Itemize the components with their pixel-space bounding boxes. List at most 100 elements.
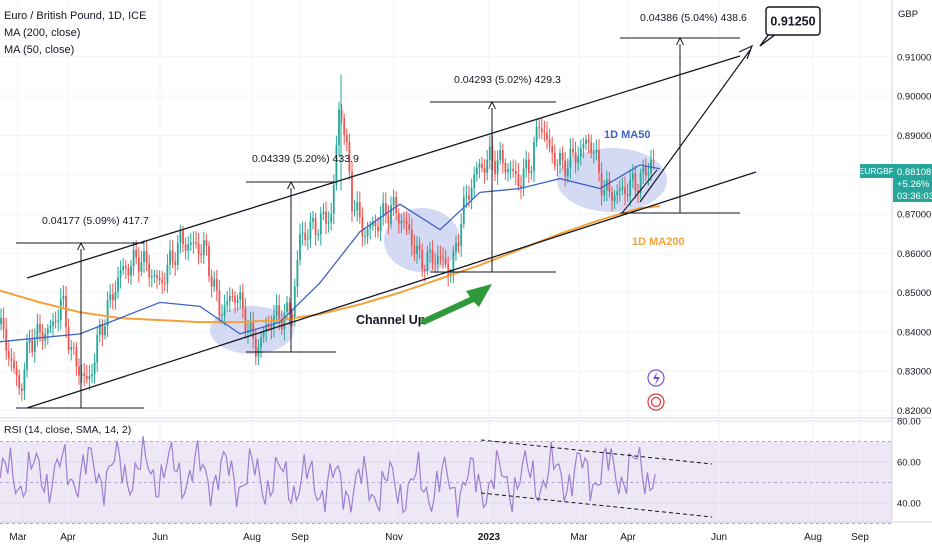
symbol-badge-text: EURGBP [859, 166, 895, 176]
candle-down [20, 388, 23, 391]
rsi-tick-label: 80.00 [897, 417, 921, 428]
candle-down [197, 243, 200, 254]
candle-down [439, 256, 442, 258]
candle-up [332, 185, 335, 214]
candle-down [54, 321, 57, 323]
time-tick-label: Apr [60, 532, 76, 543]
candle-down [267, 324, 270, 326]
rsi-tick-label: 60.00 [897, 458, 921, 469]
candle-down [244, 308, 247, 333]
candle-up [629, 179, 632, 197]
candle-down [590, 142, 593, 154]
target-label: 0.91250 [770, 15, 815, 29]
candle-down [208, 245, 210, 276]
candle-down [494, 161, 496, 175]
candle-up [327, 222, 330, 224]
candle-down [127, 268, 130, 276]
candle-up [143, 251, 145, 263]
candle-up [400, 220, 403, 224]
candle-down [135, 249, 138, 258]
projection-arrowhead [738, 44, 754, 60]
candle-down [501, 150, 504, 163]
candle-down [564, 160, 567, 177]
candle-down [254, 338, 257, 357]
candle-down [15, 368, 18, 376]
candle-up [33, 339, 36, 353]
candle-up [371, 222, 374, 226]
candle-up [577, 156, 580, 163]
measure-4-label: 0.04386 (5.04%) 438.6 [640, 12, 747, 24]
candle-down [270, 325, 273, 329]
candle-down [527, 159, 530, 174]
candle-up [452, 251, 455, 274]
price-tick-label: 0.87000 [897, 210, 931, 221]
candle-down [241, 292, 244, 309]
channel-upper-line [26, 55, 741, 279]
candle-down [156, 275, 158, 278]
candle-down [413, 245, 416, 255]
candle-up [130, 266, 132, 276]
candle-down [543, 131, 546, 133]
candle-down [78, 366, 80, 376]
candle-up [179, 230, 182, 243]
candle-up [496, 159, 499, 175]
candle-down [561, 152, 564, 161]
candle-up [249, 322, 252, 331]
candle-up [213, 279, 216, 287]
candle-down [145, 251, 148, 264]
candle-down [358, 202, 361, 218]
time-tick-label: Aug [804, 532, 822, 543]
legend-ma200[interactable]: MA (200, close) [4, 27, 81, 39]
candle-up [122, 266, 125, 271]
candle-up [335, 145, 338, 186]
candle-down [611, 191, 613, 201]
measure-4-arrowhead [676, 36, 684, 46]
target-callout-tail [759, 33, 777, 47]
candle-up [369, 225, 372, 229]
price-badge [893, 164, 932, 202]
candle-down [345, 135, 348, 143]
rsi-legend[interactable]: RSI (14, close, SMA, 14, 2) [4, 424, 132, 436]
candle-up [379, 216, 382, 232]
candle-down [517, 174, 520, 186]
candle-up [226, 301, 229, 306]
candle-up [223, 305, 226, 316]
candle-up [36, 324, 39, 340]
candle-down [351, 171, 353, 212]
measure-3-label: 0.04293 (5.02%) 429.3 [454, 74, 561, 86]
candle-up [228, 296, 231, 302]
legend-title[interactable]: Euro / British Pound, 1D, ICE [4, 10, 147, 22]
candle-up [631, 173, 634, 180]
measure-3-arrowhead [488, 100, 496, 110]
price-tick-label: 0.90000 [897, 92, 931, 103]
candle-up [499, 150, 502, 160]
candle-up [221, 315, 223, 317]
candle-up [473, 174, 476, 188]
candle-down [72, 346, 75, 348]
candle-up [169, 250, 171, 266]
candle-up [91, 374, 93, 377]
target-callout-box [765, 6, 821, 36]
candle-up [639, 173, 642, 193]
candle-down [278, 305, 281, 320]
candle-down [171, 250, 174, 262]
candle-down [288, 302, 291, 315]
candle-down [5, 328, 8, 352]
candle-up [322, 211, 325, 215]
candle-down [626, 194, 629, 197]
candle-down [403, 220, 405, 222]
price-tick-label: 0.91000 [897, 52, 931, 63]
legend-ma50[interactable]: MA (50, close) [4, 44, 75, 56]
candle-down [195, 242, 197, 244]
ma50-line [0, 164, 661, 343]
ma50-label: 1D MA50 [604, 129, 650, 141]
candle-up [192, 242, 195, 244]
candle-up [455, 243, 457, 252]
candle-down [538, 126, 541, 129]
projection-base-line [621, 169, 658, 214]
candle-up [62, 295, 65, 300]
highlight-ellipse [384, 208, 460, 272]
candle-up [273, 315, 275, 329]
